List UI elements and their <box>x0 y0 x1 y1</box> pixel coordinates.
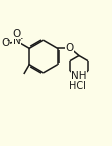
Text: HCl: HCl <box>69 81 86 91</box>
Text: O: O <box>13 29 21 39</box>
Text: O: O <box>66 43 74 53</box>
Text: O: O <box>1 38 10 48</box>
Text: N: N <box>13 36 21 46</box>
Text: -: - <box>6 36 10 45</box>
Text: NH: NH <box>71 71 87 81</box>
Text: +: + <box>16 34 22 43</box>
